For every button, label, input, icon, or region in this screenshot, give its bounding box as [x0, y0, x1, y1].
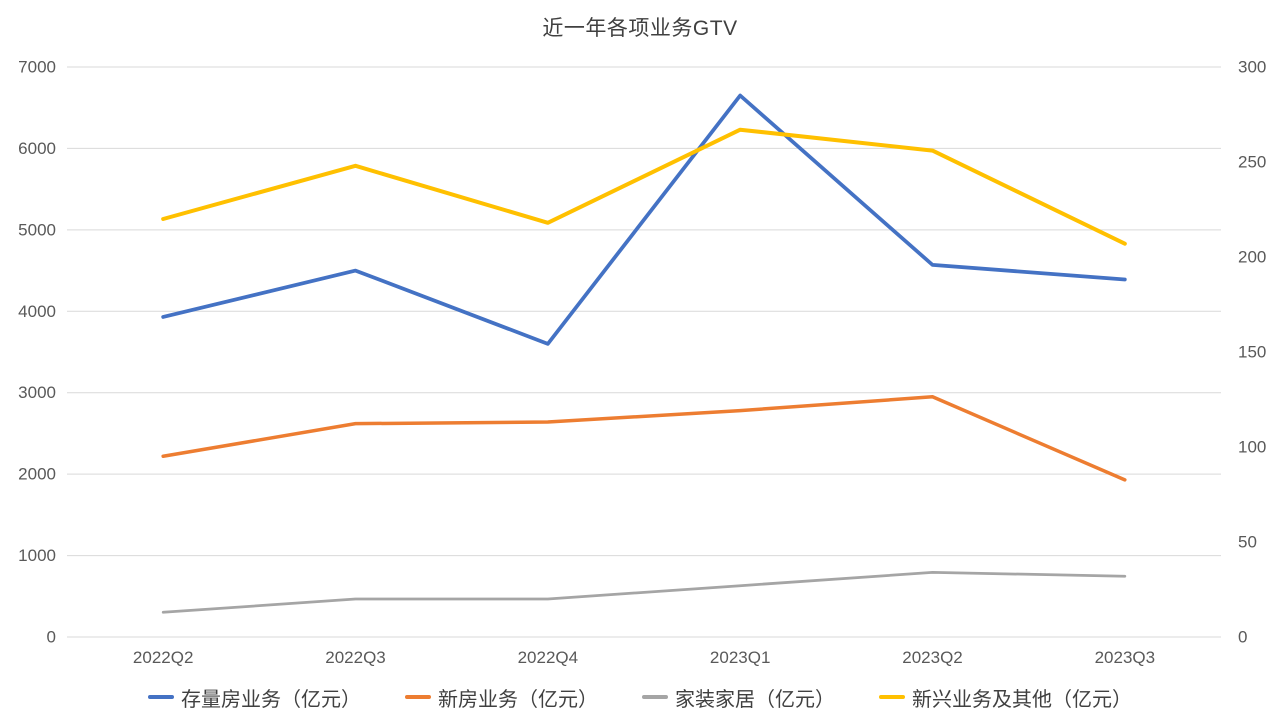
series-line-2 [161, 571, 1127, 614]
left-axis-tick-label: 4000 [18, 302, 56, 321]
x-axis-tick-label: 2022Q2 [133, 648, 194, 667]
series-line-1 [161, 395, 1127, 482]
left-axis-tick-label: 0 [47, 628, 56, 647]
right-axis-tick-label: 200 [1238, 248, 1266, 267]
right-axis-tick-label: 100 [1238, 438, 1266, 457]
legend-label: 新房业务（亿元） [438, 688, 598, 711]
legend: 存量房业务（亿元） 新房业务（亿元） 家装家居（亿元） 新兴业务及其他（亿元） [0, 680, 1280, 714]
left-axis-tick-label: 2000 [18, 465, 56, 484]
legend-item-0: 存量房业务（亿元） [148, 683, 361, 712]
legend-label: 存量房业务（亿元） [181, 688, 361, 711]
left-axis-tick-label: 1000 [18, 546, 56, 565]
right-axis-tick-label: 150 [1238, 343, 1266, 362]
series-line-3 [161, 127, 1127, 246]
legend-item-3: 新兴业务及其他（亿元） [879, 683, 1132, 712]
legend-item-1: 新房业务（亿元） [405, 683, 598, 712]
legend-marker-icon [642, 695, 668, 699]
left-axis-tick-label: 5000 [18, 220, 56, 239]
left-axis-tick-label: 3000 [18, 383, 56, 402]
x-axis-tick-label: 2023Q3 [1095, 648, 1156, 667]
x-axis-tick-label: 2023Q1 [710, 648, 771, 667]
left-axis-tick-label: 6000 [18, 139, 56, 158]
right-axis-tick-label: 50 [1238, 533, 1257, 552]
series-line-0 [161, 93, 1127, 346]
right-axis-tick-label: 0 [1238, 628, 1247, 647]
right-axis-tick-label: 300 [1238, 58, 1266, 77]
right-axis-tick-label: 250 [1238, 153, 1266, 172]
x-axis-tick-label: 2022Q3 [325, 648, 386, 667]
legend-marker-icon [148, 695, 174, 699]
x-axis-tick-label: 2022Q4 [518, 648, 579, 667]
legend-marker-icon [879, 695, 905, 699]
legend-label: 新兴业务及其他（亿元） [912, 688, 1132, 711]
legend-item-2: 家装家居（亿元） [642, 683, 835, 712]
legend-marker-icon [405, 695, 431, 699]
x-axis-tick-label: 2023Q2 [902, 648, 963, 667]
left-axis-tick-label: 7000 [18, 58, 56, 77]
plot-area: 0 1000 2000 3000 4000 5000 6000 7000 0 50 100 150 20… [18, 58, 1266, 668]
chart-title: 近一年各项业务GTV [542, 17, 738, 40]
legend-label: 家装家居（亿元） [675, 688, 835, 711]
